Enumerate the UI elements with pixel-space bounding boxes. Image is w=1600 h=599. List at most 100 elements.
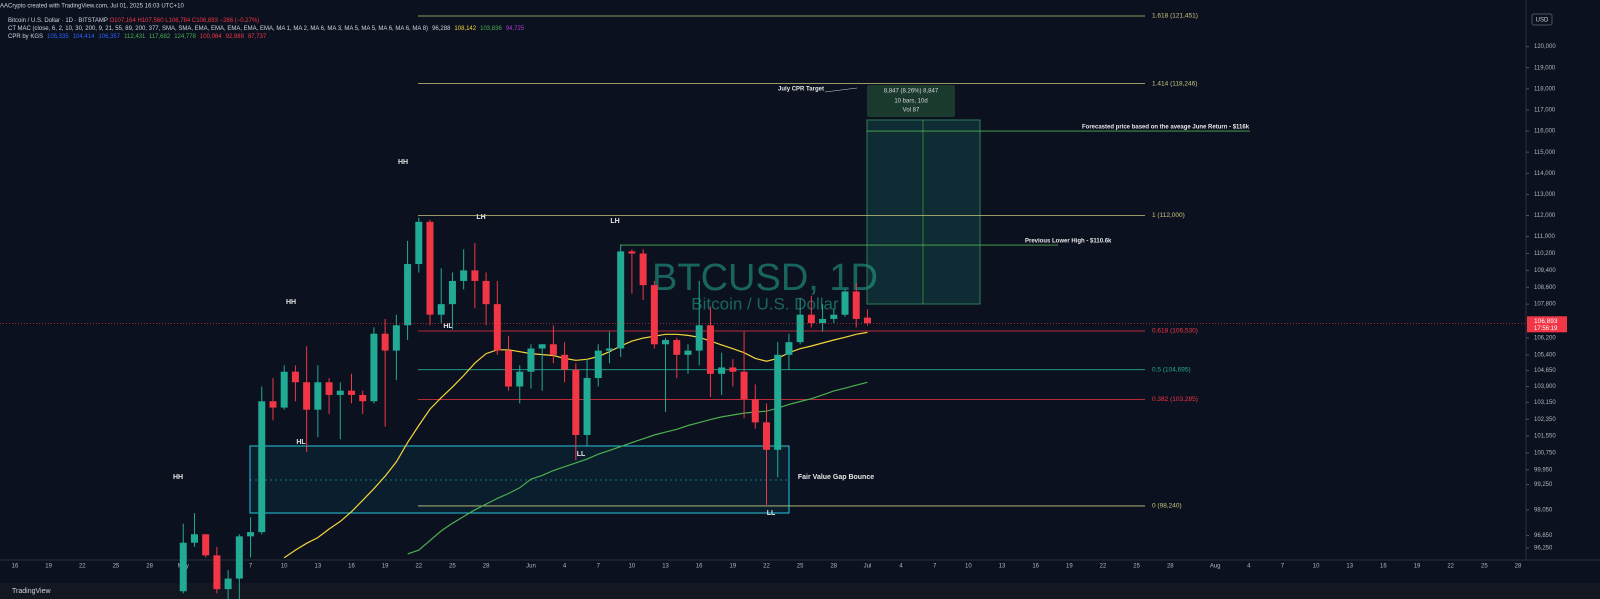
candle-body <box>662 340 670 345</box>
candle-body <box>852 291 860 319</box>
candle-body <box>807 314 815 324</box>
candle-body <box>235 536 243 579</box>
y-tick-label: 98,050 <box>1534 508 1553 514</box>
candle-body <box>280 371 288 408</box>
legend-value: 92,988 <box>226 34 245 40</box>
candle-body <box>347 390 355 395</box>
x-tick-label: 19 <box>45 564 52 570</box>
legend-value: 124,778 <box>174 34 196 40</box>
candle-body <box>415 221 423 265</box>
candle-body <box>841 291 849 315</box>
x-tick-label: 4 <box>899 564 903 570</box>
candle-body <box>437 304 445 315</box>
credit: AACrypto created with TradingView.com, J… <box>0 4 184 10</box>
x-tick-label: Jun <box>526 564 536 570</box>
candle-body <box>247 532 255 537</box>
y-tick-label: 108,600 <box>1534 285 1556 291</box>
x-tick-label: 4 <box>1247 564 1251 570</box>
candle-body <box>224 578 232 590</box>
legend-value: 96,288 <box>432 26 451 32</box>
measure-box <box>867 85 955 117</box>
x-tick-label: 7 <box>933 564 937 570</box>
candle-body <box>561 354 569 370</box>
x-tick-label: 28 <box>830 564 837 570</box>
candle-body <box>706 325 714 374</box>
candle-body <box>617 251 625 349</box>
legend-value: 104,414 <box>73 34 95 40</box>
symbol: Bitcoin / U.S. Dollar · 1D · BITSTAMP <box>8 18 108 24</box>
candle-body <box>505 350 513 387</box>
x-tick-label: 22 <box>1447 564 1454 570</box>
candle-body <box>202 534 210 556</box>
y-tick-label: 96,850 <box>1534 533 1553 539</box>
y-tick-label: 101,550 <box>1534 434 1556 440</box>
fib-label: 0.5 (104,695) <box>1152 366 1191 373</box>
fib-label: 1.618 (121,451) <box>1152 13 1198 20</box>
x-tick-label: 13 <box>662 564 669 570</box>
x-tick-label: 25 <box>449 564 456 570</box>
x-tick-label: 19 <box>1066 564 1073 570</box>
x-tick-label: 28 <box>1167 564 1174 570</box>
y-tick-label: 103,900 <box>1534 384 1556 390</box>
currency-box <box>1531 13 1553 26</box>
candle-body <box>269 401 277 408</box>
x-tick-label: 22 <box>415 564 422 570</box>
countdown: 17:56:19 <box>1534 326 1558 332</box>
x-tick-label: 4 <box>563 564 567 570</box>
candle-body <box>594 350 602 379</box>
x-tick-label: 28 <box>483 564 490 570</box>
last-price-label: 106,893 <box>1534 318 1558 325</box>
swing-label: HL <box>443 323 453 330</box>
legend-value: 117,682 <box>149 34 171 40</box>
moving-average <box>407 381 868 555</box>
x-tick-label: 22 <box>79 564 86 570</box>
candle-body <box>538 344 546 349</box>
fib-label: 0 (98,240) <box>1152 503 1182 510</box>
x-tick-label: 10 <box>281 564 288 570</box>
candle-body <box>572 369 580 436</box>
y-tick-label: 113,000 <box>1534 192 1556 198</box>
candle-body <box>516 371 524 387</box>
fvg-note: Fair Value Gap Bounce <box>798 474 874 481</box>
y-tick-label: 112,000 <box>1534 213 1556 219</box>
moving-average <box>283 331 868 559</box>
x-tick-label: 10 <box>965 564 972 570</box>
x-tick-label: 25 <box>1481 564 1488 570</box>
y-tick-label: 107,800 <box>1534 302 1556 308</box>
swing-label: LH <box>476 214 485 221</box>
swing-label: HH <box>173 474 183 481</box>
x-tick-label: 25 <box>797 564 804 570</box>
x-tick-label: 19 <box>1414 564 1421 570</box>
swing-label: LH <box>610 218 619 225</box>
y-tick-label: 114,000 <box>1534 171 1556 177</box>
x-tick-label: 16 <box>12 564 19 570</box>
y-tick-label: 118,000 <box>1534 86 1556 92</box>
candle-body <box>213 555 221 590</box>
measure-text: 8,847 (8.26%) 8,847 <box>884 89 939 95</box>
candle-body <box>314 382 322 410</box>
candle-body <box>830 314 838 319</box>
fvg-box <box>249 445 790 514</box>
legend-value: 100,084 <box>200 34 222 40</box>
x-tick-label: 22 <box>763 564 770 570</box>
candle-body <box>718 367 726 374</box>
candle-body <box>426 221 434 315</box>
y-tick-label: 120,000 <box>1534 44 1556 50</box>
forecast-box <box>866 119 981 305</box>
candle-body <box>774 354 782 450</box>
fib-label: 0.382 (103,285) <box>1152 396 1198 403</box>
x-tick-label: 16 <box>348 564 355 570</box>
y-tick-label: 105,400 <box>1534 352 1556 358</box>
candle-body <box>639 253 647 286</box>
fib-label: 1.414 (118,246) <box>1152 80 1197 87</box>
last-price-box <box>1527 316 1567 333</box>
legend-value: 106,357 <box>98 34 120 40</box>
candle-body <box>583 378 591 436</box>
x-tick-label: 13 <box>999 564 1006 570</box>
y-tick-label: 117,000 <box>1534 108 1556 114</box>
candle-body <box>673 340 681 355</box>
y-tick-label: 96,250 <box>1534 546 1553 552</box>
x-tick-label: 16 <box>696 564 703 570</box>
candle-body <box>303 382 311 410</box>
y-tick-label: 119,000 <box>1534 65 1556 71</box>
